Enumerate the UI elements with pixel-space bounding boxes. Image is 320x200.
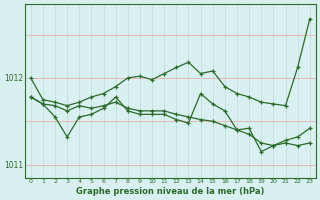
X-axis label: Graphe pression niveau de la mer (hPa): Graphe pression niveau de la mer (hPa) (76, 187, 264, 196)
